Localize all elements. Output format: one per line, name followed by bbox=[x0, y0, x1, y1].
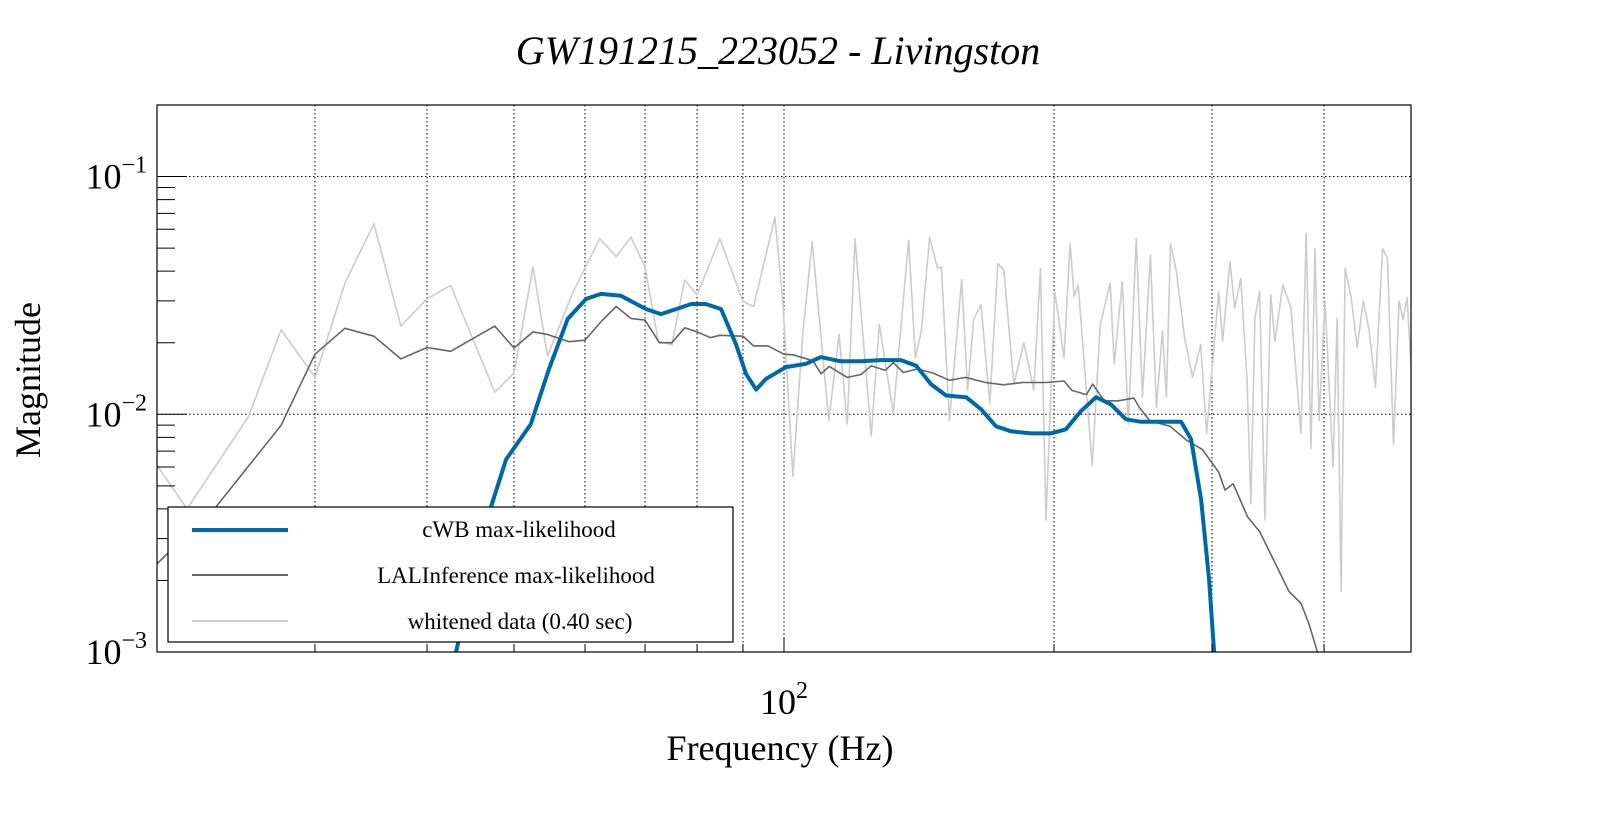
series-lalinference-line bbox=[157, 305, 1319, 652]
x-axis-label: Frequency (Hz) bbox=[667, 728, 894, 768]
legend: cWB max-likelihood LALInference max-like… bbox=[167, 506, 734, 643]
y-axis-label: Magnitude bbox=[8, 302, 48, 458]
y-tick-labels: 10−1 10−2 10−3 bbox=[85, 153, 147, 672]
x-tick-label: 102 bbox=[760, 678, 808, 722]
y-tick-label: 10−3 bbox=[85, 628, 147, 672]
y-tick-label: 10−1 bbox=[85, 153, 147, 197]
legend-label-lalinference: LALInference max-likelihood bbox=[377, 563, 655, 588]
y-tick-label: 10−2 bbox=[85, 390, 147, 434]
chart-title: GW191215_223052 - Livingston bbox=[516, 28, 1040, 73]
series-group bbox=[157, 216, 1411, 652]
x-tick-labels: 102 bbox=[760, 678, 808, 722]
legend-label-cwb: cWB max-likelihood bbox=[422, 517, 616, 542]
series-cwb-line bbox=[454, 291, 1217, 652]
legend-label-whitened: whitened data (0.40 sec) bbox=[408, 609, 633, 634]
